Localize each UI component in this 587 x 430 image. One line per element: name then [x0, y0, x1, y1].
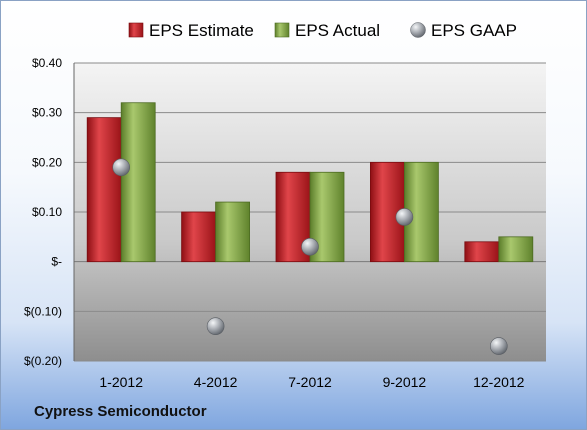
legend-marker-eps-gaap	[410, 22, 426, 38]
bar-eps-estimate	[181, 211, 217, 263]
point-eps-gaap	[395, 208, 414, 226]
bar-eps-actual	[120, 102, 156, 263]
company-label: Cypress Semiconductor	[34, 403, 207, 420]
y-tick-label: $0.30	[32, 106, 62, 120]
x-tick-label: 9-2012	[383, 374, 427, 390]
point-eps-gaap	[489, 337, 508, 355]
bar-eps-estimate	[86, 117, 122, 263]
legend-marker-eps-estimate	[128, 22, 144, 38]
y-tick-label: $0.10	[32, 205, 62, 219]
point-eps-gaap	[112, 158, 130, 177]
bar-eps-actual	[498, 236, 534, 263]
bar-eps-estimate	[464, 241, 500, 263]
legend-label: EPS Estimate	[149, 21, 254, 40]
y-tick-label: $0.20	[32, 155, 62, 169]
x-tick-label: 7-2012	[288, 374, 332, 390]
y-tick-label: $(0.10)	[24, 304, 62, 318]
legend-marker-eps-actual	[274, 22, 290, 38]
legend-label: EPS Actual	[295, 21, 380, 40]
x-tick-label: 4-2012	[194, 374, 238, 390]
point-eps-gaap	[301, 237, 319, 256]
bar-eps-actual	[215, 201, 251, 263]
legend-label: EPS GAAP	[431, 21, 517, 40]
x-tick-label: 12-2012	[473, 374, 525, 390]
y-tick-label: $0.40	[32, 56, 62, 70]
x-tick-label: 1-2012	[99, 374, 143, 390]
y-tick-label: $-	[51, 255, 62, 269]
point-eps-gaap	[206, 317, 225, 336]
y-tick-label: $(0.20)	[24, 354, 62, 368]
